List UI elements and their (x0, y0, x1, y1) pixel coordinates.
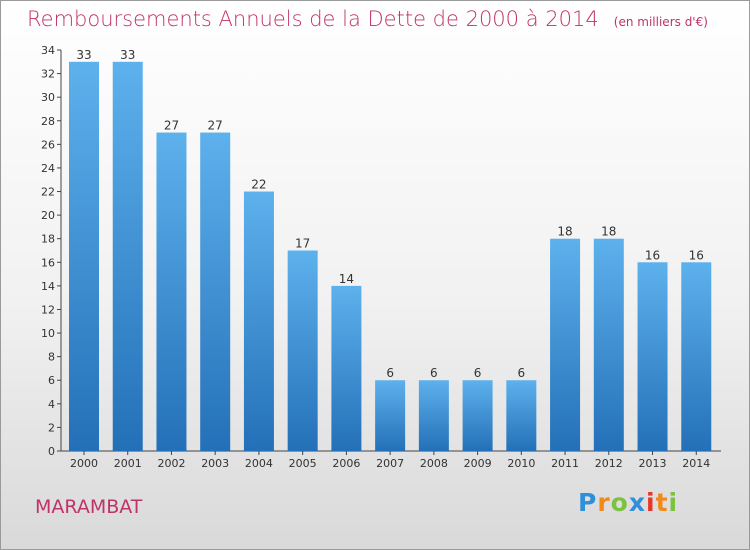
bar (287, 250, 318, 451)
bar-value-label: 14 (339, 272, 354, 286)
y-tick-label: 10 (41, 327, 55, 340)
bar-value-label: 6 (386, 366, 394, 380)
bar-value-label: 17 (295, 237, 310, 251)
bar-value-label: 18 (557, 225, 572, 239)
y-tick-label: 32 (41, 68, 55, 81)
title-row: Remboursements Annuels de la Dette de 20… (27, 7, 708, 31)
y-tick-label: 6 (48, 374, 55, 387)
y-tick-label: 2 (48, 421, 55, 434)
bar (418, 380, 449, 451)
x-tick-label: 2013 (639, 457, 667, 470)
y-tick-label: 8 (48, 351, 55, 364)
bar (200, 132, 231, 451)
y-tick-label: 30 (41, 91, 55, 104)
bar (681, 262, 712, 451)
bar (637, 262, 668, 451)
bar (462, 380, 493, 451)
bar-value-label: 33 (120, 48, 135, 62)
x-tick-label: 2002 (157, 457, 185, 470)
x-tick-label: 2010 (507, 457, 535, 470)
logo-letter: r (597, 488, 611, 517)
proxiti-logo: Proxiti (578, 488, 678, 517)
x-tick-label: 2009 (464, 457, 492, 470)
y-tick-label: 12 (41, 303, 55, 316)
x-tick-label: 2003 (201, 457, 229, 470)
bar (243, 191, 274, 451)
bar (112, 61, 143, 451)
chart-title: Remboursements Annuels de la Dette de 20… (27, 7, 599, 31)
x-tick-label: 2008 (420, 457, 448, 470)
y-tick-label: 34 (41, 44, 55, 57)
bar (550, 238, 581, 451)
y-tick-label: 28 (41, 115, 55, 128)
bar-value-label: 27 (164, 119, 179, 133)
logo-letter: x (628, 488, 646, 517)
bar-value-label: 16 (645, 248, 660, 262)
logo-letter: t (655, 488, 669, 517)
bar-value-label: 22 (251, 178, 266, 192)
logo-letter: o (610, 488, 629, 517)
bar (375, 380, 406, 451)
logo-letter: P (578, 488, 598, 517)
x-tick-label: 2006 (332, 457, 360, 470)
chart-unit-note: (en milliers d'€) (613, 15, 708, 29)
city-name: MARAMBAT (35, 496, 143, 518)
y-tick-label: 20 (41, 209, 55, 222)
bar-value-label: 6 (430, 366, 438, 380)
y-tick-label: 22 (41, 186, 55, 199)
bar-value-label: 16 (689, 248, 704, 262)
bar (506, 380, 537, 451)
bar (156, 132, 187, 451)
bar (69, 61, 99, 451)
x-tick-label: 2005 (289, 457, 317, 470)
x-tick-label: 2001 (114, 457, 142, 470)
y-tick-label: 16 (41, 256, 55, 269)
x-tick-label: 2000 (70, 457, 98, 470)
y-tick-label: 0 (48, 445, 55, 458)
y-tick-label: 4 (48, 398, 55, 411)
logo-letter: i (646, 488, 656, 517)
y-tick-label: 26 (41, 138, 55, 151)
bar (331, 285, 362, 451)
bar-value-label: 27 (208, 119, 223, 133)
bar-value-label: 6 (474, 366, 482, 380)
bar-value-label: 6 (518, 366, 526, 380)
y-tick-label: 14 (41, 280, 55, 293)
y-tick-label: 18 (41, 233, 55, 246)
x-tick-label: 2011 (551, 457, 579, 470)
x-tick-label: 2012 (595, 457, 623, 470)
logo-letter: i (668, 488, 679, 517)
y-tick-label: 24 (41, 162, 55, 175)
x-tick-label: 2014 (682, 457, 710, 470)
x-tick-label: 2004 (245, 457, 273, 470)
bar (593, 238, 624, 451)
bar-value-label: 33 (76, 48, 91, 62)
bar-value-label: 18 (601, 225, 616, 239)
x-tick-label: 2007 (376, 457, 404, 470)
